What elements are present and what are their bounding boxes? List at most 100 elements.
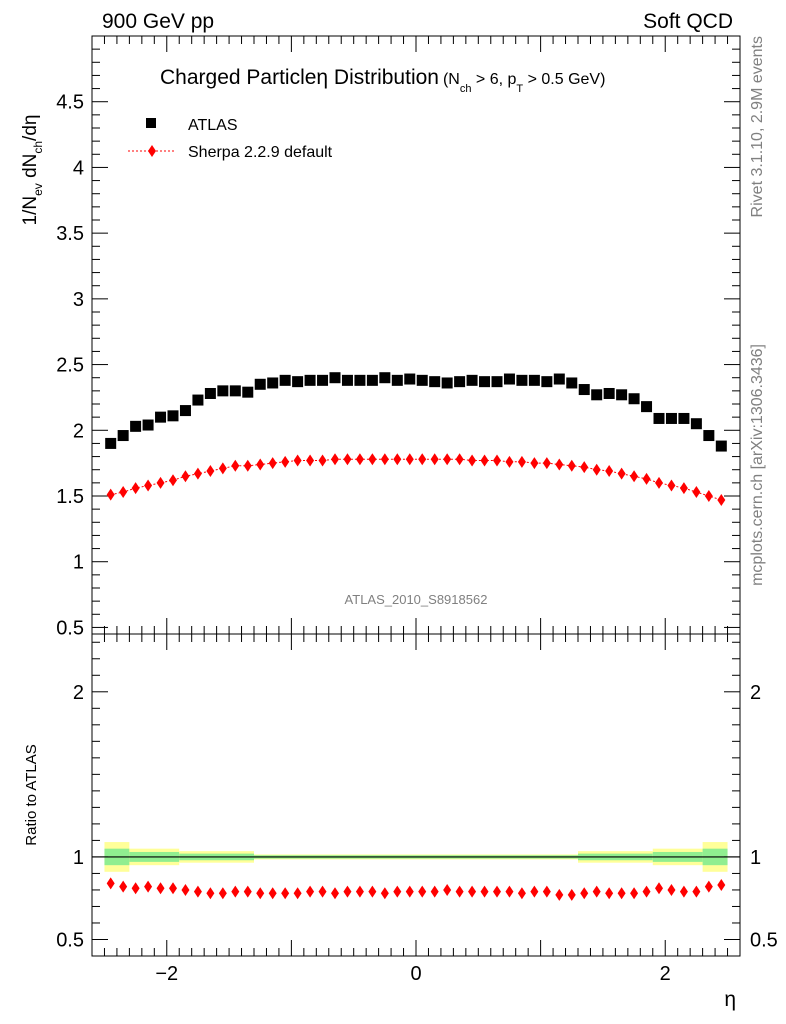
sherpa-point <box>243 459 252 472</box>
atlas-point <box>516 374 528 386</box>
atlas-point <box>454 376 466 388</box>
main-title: Charged Particleη Distribution (Nch > 6, … <box>160 66 605 95</box>
sherpa-ratio-point <box>243 885 252 898</box>
sherpa-point <box>256 458 265 471</box>
atlas-point <box>429 376 441 388</box>
sherpa-point <box>119 486 128 499</box>
y-tick-label: 4.5 <box>56 92 84 114</box>
sherpa-point <box>156 476 165 489</box>
sherpa-point <box>655 476 663 489</box>
atlas-point <box>566 377 578 389</box>
y-tick-label: 3 <box>73 289 84 311</box>
x-axis-label: η <box>724 988 736 1011</box>
atlas-point <box>229 385 241 397</box>
atlas-point <box>678 412 690 424</box>
legend-atlas-marker <box>146 118 156 128</box>
y-tick-label: 4 <box>73 157 84 179</box>
x-tick-label: 2 <box>660 963 671 985</box>
atlas-point <box>341 374 353 386</box>
sherpa-point <box>480 454 489 467</box>
sherpa-ratio-point <box>505 885 514 898</box>
sherpa-point <box>281 455 290 468</box>
sherpa-ratio-point <box>368 885 377 898</box>
sherpa-point <box>343 453 352 466</box>
sherpa-point <box>717 493 726 506</box>
atlas-point <box>242 386 254 398</box>
atlas-point <box>167 410 179 422</box>
ratio-y-tick-label: 2 <box>73 682 84 704</box>
sherpa-ratio-point <box>567 888 576 901</box>
sherpa-point <box>704 490 713 502</box>
atlas-point <box>142 419 154 431</box>
sherpa-ratio-point <box>617 887 626 900</box>
ratio-y-tick-label: 0.5 <box>56 929 84 951</box>
atlas-point <box>416 374 428 386</box>
sherpa-ratio-point <box>493 885 501 898</box>
sherpa-ratio-point <box>655 882 663 895</box>
sherpa-point <box>567 459 576 472</box>
main-y-axis-label: 1/Nev dNch/dη <box>20 115 45 226</box>
sherpa-point <box>443 453 452 466</box>
sherpa-ratio-point <box>418 885 427 898</box>
atlas-point <box>130 420 142 432</box>
legend-atlas-label: ATLAS <box>188 117 238 134</box>
atlas-point <box>404 373 416 385</box>
atlas-point <box>528 374 540 386</box>
x-tick-label: −2 <box>155 963 178 985</box>
atlas-point <box>591 389 603 401</box>
sherpa-point <box>667 479 676 492</box>
sherpa-point <box>630 470 639 483</box>
sherpa-ratio-point <box>343 885 352 898</box>
mcplots-label: mcplots.cern.ch [arXiv:1306.3436] <box>749 344 766 586</box>
atlas-point <box>690 418 702 430</box>
sherpa-point <box>505 455 514 468</box>
atlas-point <box>254 378 266 390</box>
atlas-point <box>541 376 553 388</box>
atlas-point <box>267 377 279 389</box>
atlas-point <box>616 389 628 401</box>
sherpa-point <box>617 467 626 480</box>
sherpa-point <box>318 454 327 467</box>
legend: ATLAS Sherpa 2.2.9 default <box>128 117 333 161</box>
ratio-y-tick-label-right: 0.5 <box>750 929 778 951</box>
sherpa-point <box>517 455 526 468</box>
sherpa-point <box>106 488 115 501</box>
y-tick-label: 1 <box>73 552 84 574</box>
sherpa-ratio-point <box>119 880 128 893</box>
sherpa-point <box>530 457 539 470</box>
sherpa-ratio-point <box>517 887 526 900</box>
main-panel: 0.5 1 1.5 2 2.5 3 3.5 4 4.5 Charged Particleη Di… <box>20 35 741 639</box>
sherpa-point <box>405 453 414 466</box>
sherpa-ratio-point <box>480 885 489 898</box>
sherpa-point <box>169 474 177 487</box>
sherpa-point <box>218 462 227 475</box>
process-label: Soft QCD <box>643 10 733 33</box>
sherpa-point <box>692 486 701 499</box>
ratio-y-tick-label: 1 <box>73 847 84 869</box>
sherpa-ratio-point <box>156 882 165 895</box>
sherpa-ratio-point <box>530 885 539 898</box>
atlas-point <box>653 412 665 424</box>
sherpa-point <box>306 454 315 467</box>
sherpa-ratio-point <box>704 880 713 893</box>
sherpa-point <box>131 482 140 495</box>
y-tick-label: 3.5 <box>56 223 84 245</box>
sherpa-point <box>430 453 439 466</box>
atlas-point <box>491 376 503 388</box>
atlas-point <box>703 430 715 442</box>
sherpa-point <box>355 453 364 466</box>
atlas-point <box>329 372 341 384</box>
sherpa-ratio-point <box>605 887 614 900</box>
sherpa-point <box>331 453 339 466</box>
sherpa-point <box>193 467 202 480</box>
atlas-point <box>553 373 565 385</box>
sherpa-ratio-point <box>580 887 589 900</box>
sherpa-ratio-point <box>592 885 601 898</box>
atlas-point <box>665 412 677 424</box>
atlas-point <box>441 377 453 389</box>
atlas-point <box>204 387 216 399</box>
atlas-point <box>354 374 366 386</box>
y-tick-label: 2.5 <box>56 355 84 377</box>
legend-sherpa-label: Sherpa 2.2.9 default <box>188 144 333 161</box>
